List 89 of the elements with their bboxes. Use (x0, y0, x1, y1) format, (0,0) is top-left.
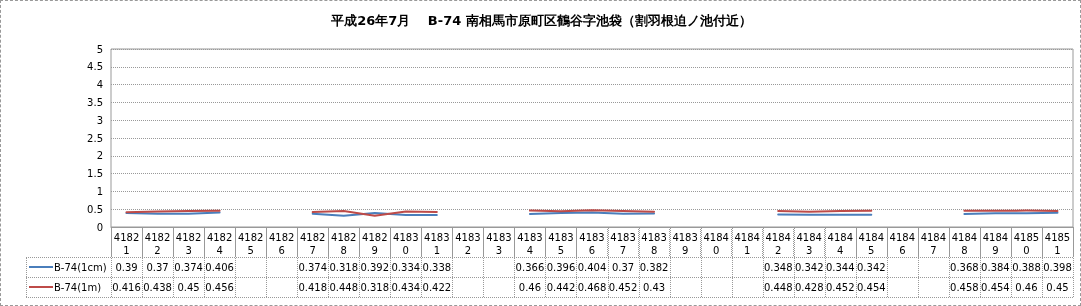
y-tick-label: 3 (96, 114, 103, 126)
data-label: 0.452 (825, 281, 855, 293)
x-tick-label: 41844 (827, 232, 853, 256)
data-label: 0.428 (794, 281, 824, 293)
data-label: 0.45 (177, 281, 200, 293)
data-label: 0.422 (422, 281, 452, 293)
y-tick-label: 0 (96, 221, 103, 233)
y-tick-label: 0.5 (87, 203, 103, 215)
data-label: 0.454 (981, 281, 1010, 293)
y-tick-label: 3.5 (87, 96, 103, 108)
data-label: 0.448 (329, 281, 359, 293)
x-tick-label: 41833 (486, 232, 512, 256)
x-tick-label: 41848 (951, 232, 978, 256)
data-label: 0.454 (856, 281, 886, 293)
x-tick-label: 41846 (889, 232, 916, 256)
x-tick-label: 41843 (796, 232, 822, 256)
x-tick-label: 41827 (299, 232, 326, 256)
data-label: 0.39 (115, 261, 138, 273)
x-tick-label: 41836 (579, 232, 605, 256)
x-tick-label: 41839 (672, 232, 698, 256)
data-label: 0.448 (763, 281, 793, 293)
legend-label: B-74(1m) (54, 281, 102, 293)
x-tick-label: 41821 (113, 232, 140, 256)
data-label: 0.374 (298, 261, 328, 273)
data-label: 0.338 (422, 261, 452, 273)
data-label: 0.458 (950, 281, 979, 293)
y-tick-label: 2 (96, 150, 103, 162)
data-label: 0.468 (577, 281, 607, 293)
y-tick-label: 4.5 (87, 61, 103, 73)
data-label: 0.434 (391, 281, 421, 293)
x-tick-label: 41832 (455, 232, 481, 256)
data-label: 0.344 (825, 261, 855, 273)
data-label: 0.37 (146, 261, 169, 273)
data-label: 0.342 (794, 261, 824, 273)
data-label: 0.368 (950, 261, 979, 273)
y-tick-label: 4 (96, 79, 103, 91)
y-tick-label: 5 (96, 43, 103, 55)
data-label: 0.388 (1012, 261, 1041, 273)
legend-label: B-74(1cm) (54, 261, 107, 273)
y-tick-label: 1 (96, 185, 103, 197)
x-tick-label: 41825 (237, 232, 264, 256)
x-tick-label: 41834 (517, 232, 543, 256)
data-label: 0.404 (577, 261, 607, 273)
x-tick-label: 41826 (268, 232, 295, 256)
x-tick-label: 41837 (610, 232, 636, 256)
chart-title: 平成26年7月 B-74 南相馬市原町区鶴谷字池袋（割羽根迫ノ池付近） (330, 13, 752, 28)
x-tick-label: 41831 (424, 232, 450, 256)
data-label: 0.384 (981, 261, 1010, 273)
data-label: 0.442 (546, 281, 576, 293)
x-tick-label: 41828 (331, 232, 357, 256)
data-label: 0.342 (856, 261, 886, 273)
data-label: 0.46 (1015, 281, 1038, 293)
y-tick-label: 2.5 (87, 132, 103, 144)
data-label: 0.318 (329, 261, 359, 273)
data-label: 0.45 (1046, 281, 1069, 293)
x-tick-label: 41829 (362, 232, 388, 256)
x-tick-label: 41823 (175, 232, 202, 256)
x-tick-label: 41840 (703, 232, 729, 256)
data-label: 0.46 (518, 281, 542, 293)
data-label: 0.396 (546, 261, 576, 273)
data-label: 0.366 (515, 261, 545, 273)
x-tick-label: 41845 (858, 232, 885, 256)
x-tick-label: 41847 (920, 232, 947, 256)
data-label: 0.456 (205, 281, 234, 293)
data-label: 0.334 (391, 261, 421, 273)
x-tick-label: 41851 (1044, 232, 1071, 256)
x-tick-label: 41830 (393, 232, 419, 256)
data-label: 0.416 (112, 281, 141, 293)
data-label: 0.374 (174, 261, 203, 273)
data-label: 0.37 (611, 261, 635, 273)
x-tick-label: 41838 (641, 232, 667, 256)
data-label: 0.382 (639, 261, 669, 273)
x-tick-label: 41822 (144, 232, 171, 256)
x-tick-label: 41849 (982, 232, 1009, 256)
data-label: 0.318 (360, 281, 390, 293)
data-label: 0.392 (360, 261, 390, 273)
x-tick-label: 41835 (548, 232, 574, 256)
data-label: 0.348 (763, 261, 793, 273)
x-tick-label: 41850 (1013, 232, 1040, 256)
y-tick-label: 1.5 (87, 168, 103, 180)
data-label: 0.43 (642, 281, 666, 293)
x-tick-label: 41842 (765, 232, 791, 256)
x-tick-label: 41841 (734, 232, 760, 256)
data-label: 0.418 (298, 281, 328, 293)
x-tick-label: 41824 (206, 232, 233, 256)
data-label: 0.398 (1043, 261, 1072, 273)
data-label: 0.438 (143, 281, 172, 293)
data-label: 0.452 (608, 281, 638, 293)
data-label: 0.406 (205, 261, 234, 273)
